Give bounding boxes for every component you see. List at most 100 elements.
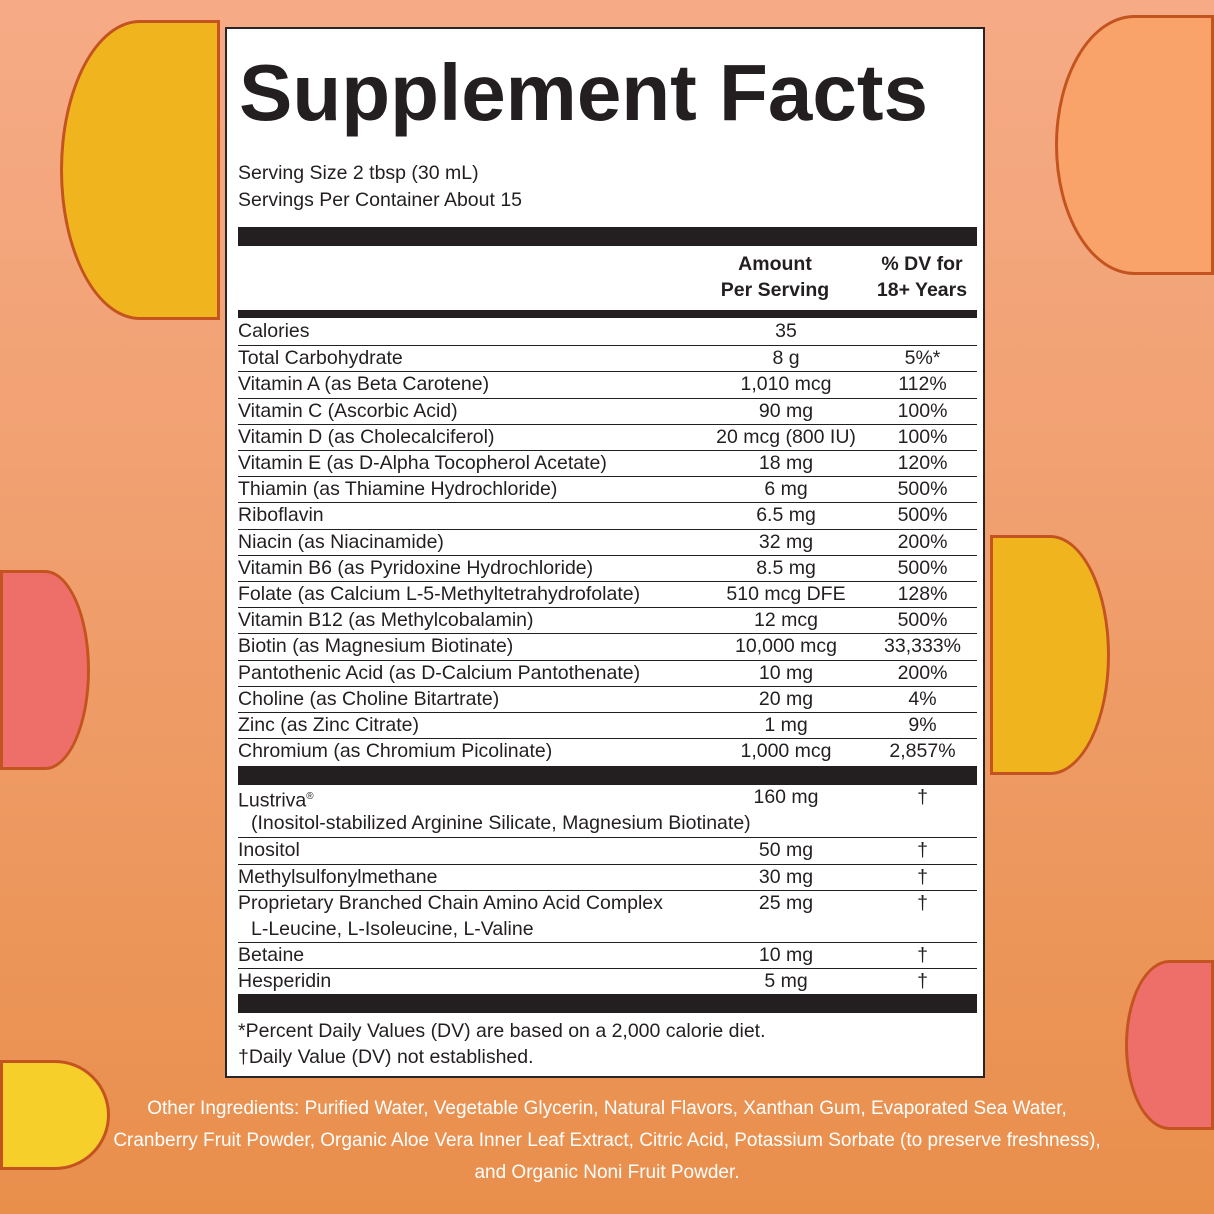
amount-header-line1: Amount (738, 253, 812, 275)
nutrient-amount: 20 mcg (800 IU) (716, 425, 856, 448)
nutrient-row: Niacin (as Niacinamide) 32 mg 200% (238, 528, 977, 555)
ingredient-row: Proprietary Branched Chain Amino Acid Co… (238, 889, 977, 942)
nutrient-dv: 200% (897, 661, 948, 684)
nutrient-amount: 1,010 mcg (740, 373, 832, 396)
amount-header: Amount Per Serving (675, 251, 875, 303)
nutrient-row: Vitamin E (as D-Alpha Tocopherol Acetate… (238, 450, 977, 476)
mango-illustration-right (990, 535, 1110, 775)
nutrient-row: Zinc (as Zinc Citrate) 1 mg 9% (238, 712, 977, 738)
nutrient-amount: 10 mg (758, 661, 814, 684)
nutrient-row: Vitamin C (Ascorbic Acid) 90 mg 100% (238, 397, 977, 424)
serving-size: Serving Size 2 tbsp (30 mL) (238, 162, 479, 184)
nutrient-name: Vitamin B6 (as Pyridoxine Hydrochloride) (238, 556, 594, 579)
ingredient-amount: 10 mg (758, 944, 814, 967)
peach-illustration-top-right (1055, 15, 1214, 275)
nutrient-amount: 35 (775, 320, 797, 342)
nutrient-row: Thiamin (as Thiamine Hydrochloride) 6 mg 5… (238, 476, 977, 502)
ingredient-subtext: L-Leucine, L-Isoleucine, L-Valine (251, 917, 534, 940)
nutrient-row: Vitamin B6 (as Pyridoxine Hydrochloride)… (238, 554, 977, 581)
peach-illustration-bottom-right (1125, 960, 1214, 1130)
other-ingredients: Other Ingredients: Purified Water, Veget… (113, 1098, 1101, 1183)
ingredient-name: Hesperidin (238, 968, 331, 994)
footnote-dagger: †Daily Value (DV) not established. (238, 1046, 534, 1068)
nutrient-name: Vitamin A (as Beta Carotene) (238, 373, 490, 396)
nutrient-row: Calories 35 (238, 319, 977, 345)
nutrient-name: Pantothenic Acid (as D-Calcium Pantothen… (238, 661, 641, 684)
nutrient-name: Niacin (as Niacinamide) (238, 530, 444, 553)
nutrient-row: Vitamin D (as Cholecalciferol) 20 mcg (80… (238, 423, 977, 450)
ingredient-name-text: Lustriva (238, 789, 307, 812)
ingredient-amount: 5 mg (764, 970, 808, 993)
nutrient-dv: 33,333% (884, 635, 961, 658)
nutrient-amount: 1 mg (764, 714, 808, 736)
ingredient-name: Inositol (238, 837, 300, 863)
nutrient-name: Zinc (as Zinc Citrate) (238, 714, 419, 736)
nutrient-row: Total Carbohydrate 8 g 5%* (238, 345, 977, 371)
dv-header-line1: % DV for (881, 253, 963, 275)
servings-per-container: Servings Per Container About 15 (238, 189, 523, 211)
nutrient-dv: 9% (908, 714, 937, 736)
nutrient-name: Vitamin E (as D-Alpha Tocopherol Acetate… (238, 452, 607, 474)
nutrient-amount: 1,000 mcg (740, 740, 832, 763)
ingredient-row: Methylsulfonylmethane 30 mg † (238, 863, 977, 890)
nutrient-dv: 100% (897, 399, 948, 422)
ingredient-name: Proprietary Branched Chain Amino Acid Co… (238, 890, 663, 916)
nutrient-amount: 510 mcg DFE (726, 583, 846, 605)
ingredient-name: Lustriva® (238, 784, 314, 814)
ingredient-row: Inositol 50 mg † (238, 837, 977, 863)
nutrient-amount: 10,000 mcg (735, 635, 837, 658)
ingredient-row: Hesperidin 5 mg † (238, 968, 977, 994)
ingredient-name: Methylsulfonylmethane (238, 864, 437, 890)
nutrient-dv: 500% (897, 556, 948, 579)
supplement-facts-panel: Supplement Facts Serving Size 2 tbsp (30… (225, 27, 985, 1078)
mango-illustration-top-left (60, 20, 220, 320)
nutrient-amount: 18 mg (758, 452, 814, 474)
divider-thick (238, 227, 977, 246)
nutrient-row: Folate (as Calcium L-5-Methyltetrahydrof… (238, 581, 977, 607)
ingredient-dv: † (917, 839, 928, 862)
mango-slice-illustration (0, 1060, 110, 1170)
nutrient-dv: 500% (897, 609, 948, 632)
nutrient-dv: 4% (908, 687, 937, 710)
peach-illustration-left (0, 570, 90, 770)
ingredient-dv: † (917, 944, 928, 967)
dv-header: % DV for 18+ Years (867, 251, 977, 303)
divider-medium (238, 310, 977, 318)
nutrient-row: Biotin (as Magnesium Biotinate) 10,000 mc… (238, 633, 977, 659)
nutrient-row: Vitamin B12 (as Methylcobalamin) 12 mcg 50… (238, 607, 977, 633)
nutrient-dv: 500% (897, 504, 948, 527)
nutrient-dv: 2,857% (889, 740, 956, 763)
nutrient-dv: 5%* (904, 347, 941, 370)
nutrient-name: Chromium (as Chromium Picolinate) (238, 740, 553, 763)
nutrient-name: Biotin (as Magnesium Biotinate) (238, 635, 514, 658)
nutrient-dv: 128% (897, 583, 948, 605)
ingredient-name-text: Proprietary Branched Chain Amino Acid Co… (238, 891, 663, 914)
ingredient-name-text: Inositol (238, 839, 300, 862)
nutrient-row: Vitamin A (as Beta Carotene) 1,010 mcg 112… (238, 371, 977, 397)
ingredient-dv: † (917, 970, 928, 993)
nutrient-name: Thiamin (as Thiamine Hydrochloride) (238, 478, 558, 501)
ingredient-amount: 160 mg (753, 786, 819, 808)
ingredient-name-text: Hesperidin (238, 970, 332, 993)
ingredient-dv: † (917, 786, 928, 808)
nutrient-dv: 112% (898, 373, 947, 396)
divider-thick (238, 766, 977, 785)
nutrient-amount: 12 mcg (754, 609, 818, 632)
dv-header-line2: 18+ Years (876, 279, 968, 301)
footnote-dv: *Percent Daily Values (DV) are based on … (238, 1020, 766, 1042)
nutrient-row: Chromium (as Chromium Picolinate) 1,000 m… (238, 738, 977, 764)
panel-title: Supplement Facts (239, 48, 929, 137)
nutrient-name: Vitamin C (Ascorbic Acid) (238, 399, 458, 422)
divider-thick (238, 994, 977, 1013)
nutrient-name: Vitamin D (as Cholecalciferol) (238, 425, 495, 448)
nutrient-name: Folate (as Calcium L-5-Methyltetrahydrof… (238, 583, 641, 605)
nutrient-dv: 100% (897, 425, 948, 448)
amount-header-line2: Per Serving (720, 279, 830, 301)
nutrient-amount: 6 mg (764, 478, 808, 501)
nutrient-amount: 32 mg (758, 530, 814, 553)
ingredient-amount: 25 mg (758, 891, 814, 914)
ingredient-subtext: (Inositol-stabilized Arginine Silicate, … (251, 812, 751, 834)
ingredient-row: Betaine 10 mg † (238, 942, 977, 968)
nutrient-dv: 200% (897, 530, 948, 553)
nutrient-dv: 120% (897, 452, 948, 474)
